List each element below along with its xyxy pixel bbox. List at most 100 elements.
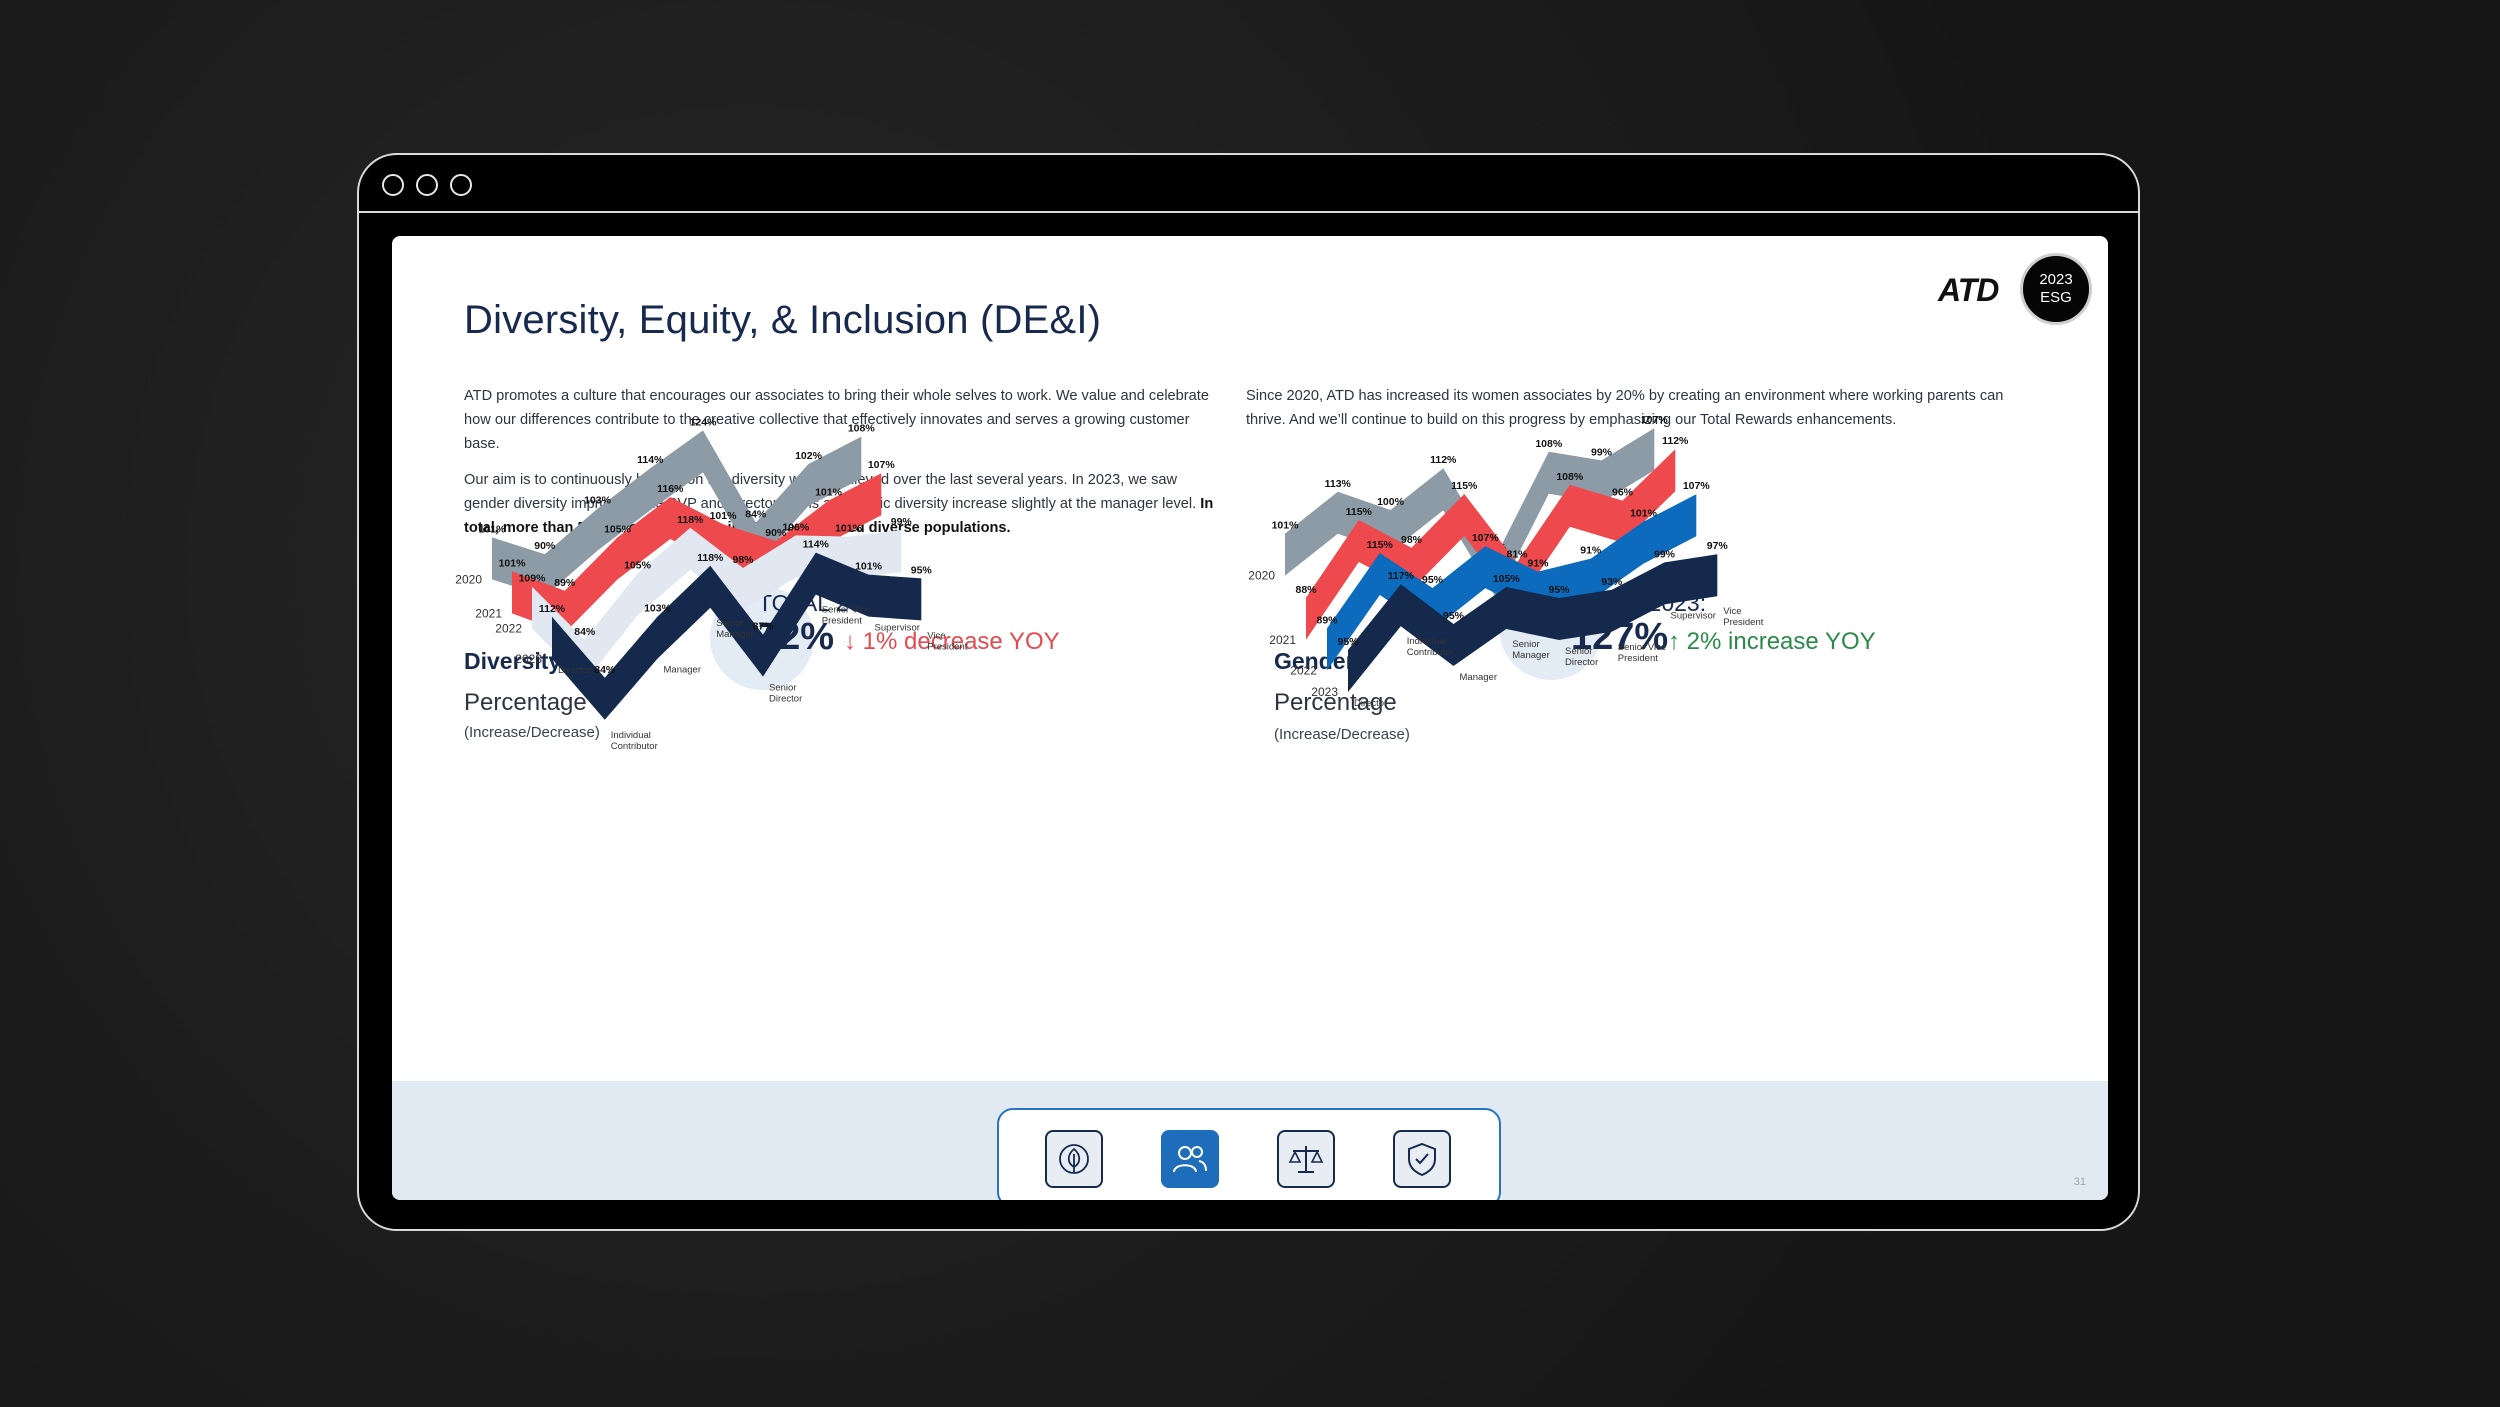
year-label-2021: 2021 xyxy=(475,606,502,620)
category-label: Supervisor xyxy=(1671,610,1716,621)
data-label: 95% xyxy=(1422,574,1444,586)
data-label: 101% xyxy=(1630,508,1658,520)
data-label: 99% xyxy=(891,516,913,528)
badge-year: 2023 xyxy=(2039,271,2073,288)
data-label: 98% xyxy=(732,554,754,566)
data-label: 89% xyxy=(554,577,576,589)
data-label: 95% xyxy=(1548,584,1570,596)
data-label: 101% xyxy=(710,510,738,522)
series-area-2023 xyxy=(1348,554,1718,692)
window-titlebar-divider xyxy=(359,211,2138,213)
data-label: 114% xyxy=(637,454,664,466)
category-label: Senior Director xyxy=(1565,646,1598,668)
data-label: 112% xyxy=(539,603,566,615)
series-area-2022 xyxy=(1327,494,1697,671)
page-title: Diversity, Equity, & Inclusion (DE&I) xyxy=(464,298,1102,342)
intro-paragraph: ATD promotes a culture that encourages o… xyxy=(464,388,1209,452)
data-label: 105% xyxy=(624,559,652,571)
data-label: 105% xyxy=(1493,573,1521,585)
data-label: 103% xyxy=(644,603,672,615)
data-label: 108% xyxy=(848,423,876,435)
data-label: 106% xyxy=(782,521,810,533)
data-label: 93% xyxy=(1601,576,1623,588)
esg-badge: 2023 ESG xyxy=(2020,253,2092,325)
data-label: 99% xyxy=(1591,446,1613,458)
data-label: 87% xyxy=(752,621,774,633)
data-label: 95% xyxy=(911,564,933,576)
year-label-2023: 2023 xyxy=(515,652,542,666)
data-label: 118% xyxy=(697,552,724,564)
category-label: Vice President xyxy=(1723,606,1763,628)
year-label-2023: 2023 xyxy=(1311,685,1338,699)
category-label: Manager xyxy=(1460,672,1498,683)
data-label: 102% xyxy=(795,450,823,462)
data-label: 101% xyxy=(499,557,527,569)
window-dot-icon[interactable] xyxy=(416,174,438,196)
data-label: 89% xyxy=(1316,614,1338,626)
data-label: 109% xyxy=(519,573,547,585)
nav-governance-button[interactable] xyxy=(1277,1130,1335,1188)
data-label: 107% xyxy=(868,459,896,471)
data-label: 88% xyxy=(1295,584,1317,596)
data-label: 112% xyxy=(1430,454,1457,466)
data-label: 91% xyxy=(1527,558,1549,570)
data-label: 97% xyxy=(1707,540,1729,552)
category-label: Senior Vice President xyxy=(822,605,870,627)
data-label: 101% xyxy=(855,561,883,573)
yoy-text-diversity: 1% decrease YOY xyxy=(862,628,1060,655)
data-label: 101% xyxy=(479,523,507,535)
category-label: Senior Vice President xyxy=(1618,642,1666,664)
report-page: Diversity, Equity, & Inclusion (DE&I) AT… xyxy=(392,236,2108,1200)
series-area-2020 xyxy=(492,430,862,597)
women-paragraph: Since 2020, ATD has increased its women … xyxy=(1246,388,2004,428)
people-icon xyxy=(1173,1146,1207,1173)
category-label: Senior Manager xyxy=(716,618,754,640)
shield-check-icon xyxy=(1408,1142,1436,1177)
year-label-2022: 2022 xyxy=(1290,663,1317,677)
chart-subtitle2-diversity: (Increase/Decrease) xyxy=(464,724,600,741)
chart-subtitle2-gender: (Increase/Decrease) xyxy=(1274,726,1410,743)
year-label-2022: 2022 xyxy=(495,622,522,636)
data-label: 84% xyxy=(745,509,767,521)
scales-icon xyxy=(1288,1146,1324,1173)
category-label: Senior Director xyxy=(769,683,802,705)
data-label: 117% xyxy=(1388,570,1415,582)
nav-social-button[interactable] xyxy=(1161,1130,1219,1188)
data-label: 108% xyxy=(1535,438,1563,450)
badge-label: ESG xyxy=(2040,289,2072,306)
nav-security-button[interactable] xyxy=(1393,1130,1451,1188)
data-label: 114% xyxy=(803,539,830,551)
category-label: Supervisor xyxy=(875,623,920,634)
data-label: 107% xyxy=(1641,414,1669,426)
data-label: 84% xyxy=(594,664,616,676)
data-label: 81% xyxy=(1506,549,1528,561)
data-label: 90% xyxy=(765,527,787,539)
chart-title-diversity: Diversity xyxy=(464,648,562,674)
yoy-diversity: ↓ 1% decrease YOY xyxy=(844,628,1060,656)
category-label: Vice President xyxy=(927,630,967,652)
data-label: 91% xyxy=(1580,545,1602,557)
yoy-text-gender: 2% increase YOY xyxy=(1686,628,1876,655)
arrow-up-icon: ↑ xyxy=(1668,628,1680,655)
data-label: 95% xyxy=(1337,636,1359,648)
window-dot-icon[interactable] xyxy=(382,174,404,196)
section-nav xyxy=(997,1108,1501,1200)
nav-environment-button[interactable] xyxy=(1045,1130,1103,1188)
data-label: 107% xyxy=(1472,532,1500,544)
window-dot-icon[interactable] xyxy=(450,174,472,196)
data-label: 118% xyxy=(677,514,704,526)
page-number: 31 xyxy=(2073,1176,2086,1188)
category-label: Individual Contributor xyxy=(1407,636,1454,658)
data-label: 95% xyxy=(1443,610,1465,622)
data-label: 107% xyxy=(1683,480,1711,492)
data-label: 101% xyxy=(815,487,843,499)
data-label: 115% xyxy=(1367,539,1394,551)
leaf-icon xyxy=(1059,1144,1089,1174)
data-label: 96% xyxy=(1612,487,1634,499)
category-label: Director xyxy=(558,665,591,676)
category-label: Individual Contributor xyxy=(611,730,658,752)
data-label: 105% xyxy=(604,523,632,535)
data-label: 99% xyxy=(1654,548,1676,560)
data-label: 113% xyxy=(1325,478,1352,490)
data-label: 115% xyxy=(1346,506,1373,518)
